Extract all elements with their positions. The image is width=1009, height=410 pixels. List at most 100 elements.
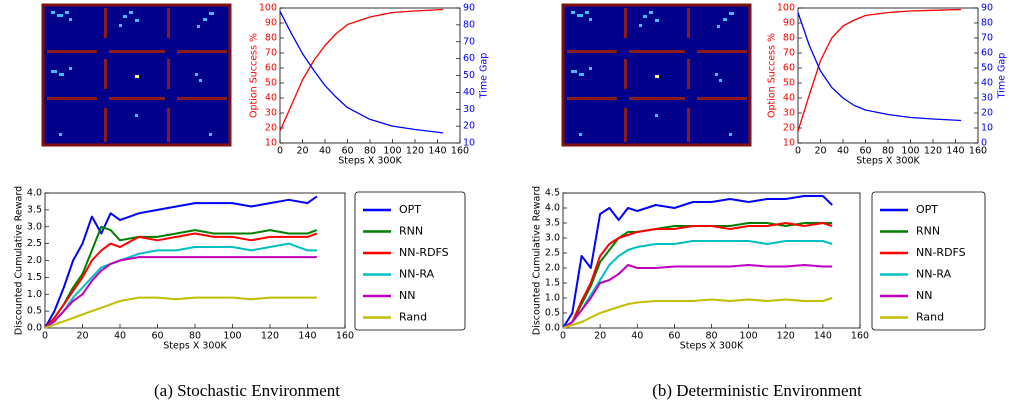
caption: (b) Deterministic Environment (652, 381, 862, 400)
y-tick-label: 40 (265, 93, 277, 104)
series-line (562, 240, 833, 329)
x-axis-label: Steps X 300K (338, 156, 402, 167)
x-tick-label: 0 (560, 331, 566, 342)
x-tick-label: 120 (777, 331, 795, 342)
y-tick-label: 80 (265, 33, 277, 44)
y-tick-label: 50 (265, 78, 277, 89)
y-tick-label: 3.0 (27, 221, 42, 232)
series-line (44, 232, 318, 329)
y-tick-label: 100 (259, 3, 277, 14)
x-tick-label: 100 (223, 331, 241, 342)
series-line (562, 222, 833, 329)
y-tick-label: 60 (265, 63, 277, 74)
y-tick-label: 3.5 (545, 218, 560, 229)
y-tick-label: 90 (783, 18, 795, 29)
legend-label: RNN (916, 225, 940, 238)
legend-label: OPT (399, 203, 421, 216)
plot-frame (797, 7, 979, 144)
series-line (562, 264, 833, 329)
x-tick-label: 100 (383, 146, 401, 157)
y-tick-label: 2.5 (27, 238, 42, 249)
series-line (279, 8, 444, 132)
x-tick-label: 40 (319, 146, 331, 157)
y-tick-label: 2.0 (27, 255, 42, 266)
y-tick-label: 10 (265, 138, 277, 149)
x-tick-label: 160 (969, 146, 987, 157)
y-tick-label: 0.5 (545, 308, 560, 319)
x-tick-label: 80 (705, 331, 717, 342)
y2-tick-label: 60 (981, 48, 993, 59)
legend-label: OPT (916, 203, 938, 216)
y2-tick-label: 20 (981, 108, 993, 119)
y-tick-label: 50 (783, 78, 795, 89)
x-tick-label: 0 (795, 146, 801, 157)
x-tick-label: 20 (594, 331, 606, 342)
series-line (562, 297, 833, 329)
y-tick-label: 2.5 (545, 248, 560, 259)
y-tick-label: 0.5 (27, 306, 42, 317)
x-tick-label: 160 (851, 331, 869, 342)
y2-axis-label: Time Gap (479, 53, 490, 99)
y-tick-label: 1.5 (27, 272, 42, 283)
x-tick-label: 140 (946, 146, 964, 157)
y-tick-label: 4.0 (545, 203, 560, 214)
y-tick-label: 1.0 (545, 293, 560, 304)
legend-label: RNN (399, 225, 423, 238)
y-tick-label: 1.5 (545, 278, 560, 289)
legend-label: Rand (916, 311, 944, 324)
y-tick-label: 20 (783, 123, 795, 134)
x-tick-label: 60 (341, 146, 353, 157)
y-tick-label: 3.5 (27, 204, 42, 215)
legend-label: NN (399, 289, 415, 302)
y2-tick-label: 20 (463, 121, 475, 132)
legend-label: NN-RDFS (399, 246, 449, 259)
x-tick-label: 100 (901, 146, 919, 157)
legend-label: NN (916, 289, 932, 302)
series-line (797, 8, 962, 132)
y-tick-label: 4.0 (27, 188, 42, 199)
y2-tick-label: 90 (981, 3, 993, 14)
x-axis-label: Steps X 300K (680, 341, 744, 352)
x-tick-label: 40 (837, 146, 849, 157)
x-tick-label: 60 (151, 331, 163, 342)
caption: (a) Stochastic Environment (154, 381, 340, 400)
y2-tick-label: 40 (981, 78, 993, 89)
x-tick-label: 160 (336, 331, 354, 342)
y-tick-label: 30 (783, 108, 795, 119)
y-tick-label: 0.0 (545, 323, 560, 334)
x-tick-label: 140 (814, 331, 832, 342)
y2-tick-label: 50 (463, 70, 475, 81)
x-tick-label: 80 (364, 146, 376, 157)
x-tick-label: 160 (451, 146, 469, 157)
maze-image (561, 3, 752, 147)
y2-tick-label: 0 (981, 138, 987, 149)
legend-label: NN-RA (916, 268, 952, 281)
y2-tick-label: 40 (463, 87, 475, 98)
y-axis-label: Option Success % (767, 33, 778, 118)
x-tick-label: 40 (114, 331, 126, 342)
y-axis-label: Discounted Cumulative Reward (532, 186, 543, 335)
legend-label: Rand (399, 311, 427, 324)
x-tick-label: 20 (814, 146, 826, 157)
x-axis-label: Steps X 300K (856, 156, 920, 167)
y-axis-label: Discounted Cumulative Reward (14, 186, 25, 335)
y2-tick-label: 60 (463, 53, 475, 64)
series-line (44, 195, 318, 329)
y-tick-label: 0.0 (27, 323, 42, 334)
x-tick-label: 120 (261, 331, 279, 342)
series-line (44, 242, 317, 329)
x-tick-label: 140 (298, 331, 316, 342)
series-line (279, 11, 444, 134)
x-tick-label: 80 (189, 331, 201, 342)
y2-tick-label: 30 (463, 104, 475, 115)
x-tick-label: 120 (924, 146, 942, 157)
x-tick-label: 40 (631, 331, 643, 342)
series-line (44, 225, 318, 329)
y2-tick-label: 70 (463, 36, 475, 47)
y-tick-label: 10 (783, 138, 795, 149)
y-tick-label: 80 (783, 33, 795, 44)
series-line (562, 195, 833, 329)
y-tick-label: 3.0 (545, 233, 560, 244)
plot-frame (562, 192, 861, 329)
x-tick-label: 140 (428, 146, 446, 157)
